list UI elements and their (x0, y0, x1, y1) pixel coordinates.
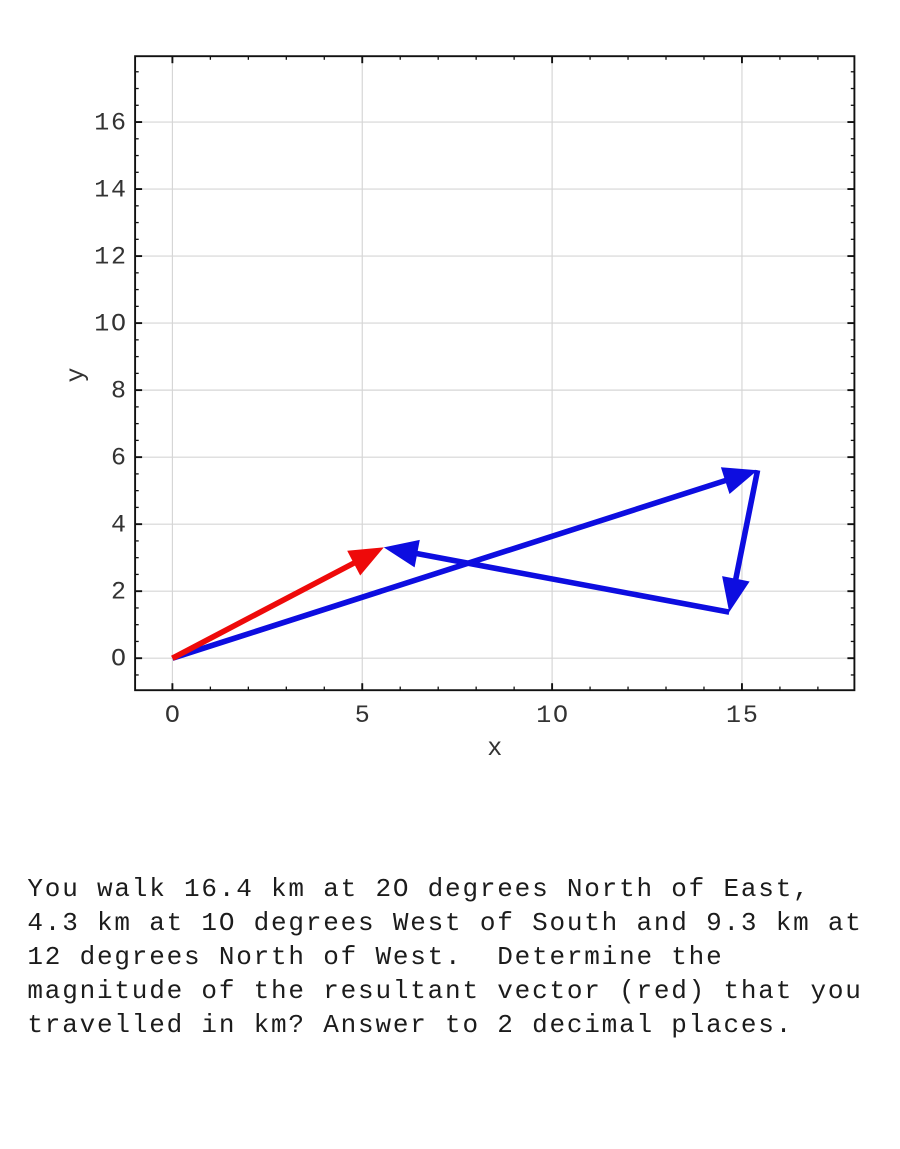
svg-text:y: y (62, 366, 91, 383)
svg-text:6: 6 (111, 443, 128, 472)
svg-text:16: 16 (94, 108, 128, 137)
svg-text:1O: 1O (94, 309, 128, 338)
svg-text:O: O (165, 701, 182, 730)
svg-text:14: 14 (94, 175, 128, 204)
svg-text:12: 12 (94, 242, 128, 271)
svg-text:5: 5 (355, 701, 372, 730)
svg-text:O: O (111, 645, 128, 674)
svg-text:2: 2 (111, 577, 128, 606)
svg-text:1O: 1O (536, 701, 570, 730)
svg-text:4: 4 (111, 510, 128, 539)
svg-text:8: 8 (111, 376, 128, 405)
svg-text:15: 15 (726, 701, 760, 730)
svg-text:x: x (487, 734, 504, 763)
